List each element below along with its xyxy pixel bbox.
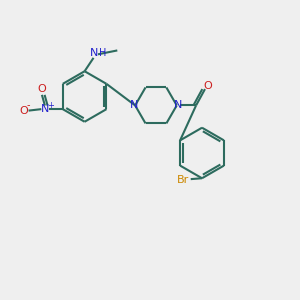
Text: O: O	[19, 106, 28, 116]
Text: O: O	[204, 81, 212, 91]
Text: N: N	[41, 104, 49, 114]
Text: O: O	[38, 84, 46, 94]
Text: +: +	[47, 101, 54, 110]
Text: N: N	[130, 100, 138, 110]
Text: N: N	[90, 48, 99, 59]
Text: N: N	[174, 100, 182, 110]
Text: H: H	[99, 47, 106, 58]
Text: -: -	[27, 100, 30, 110]
Text: Br: Br	[177, 175, 189, 185]
